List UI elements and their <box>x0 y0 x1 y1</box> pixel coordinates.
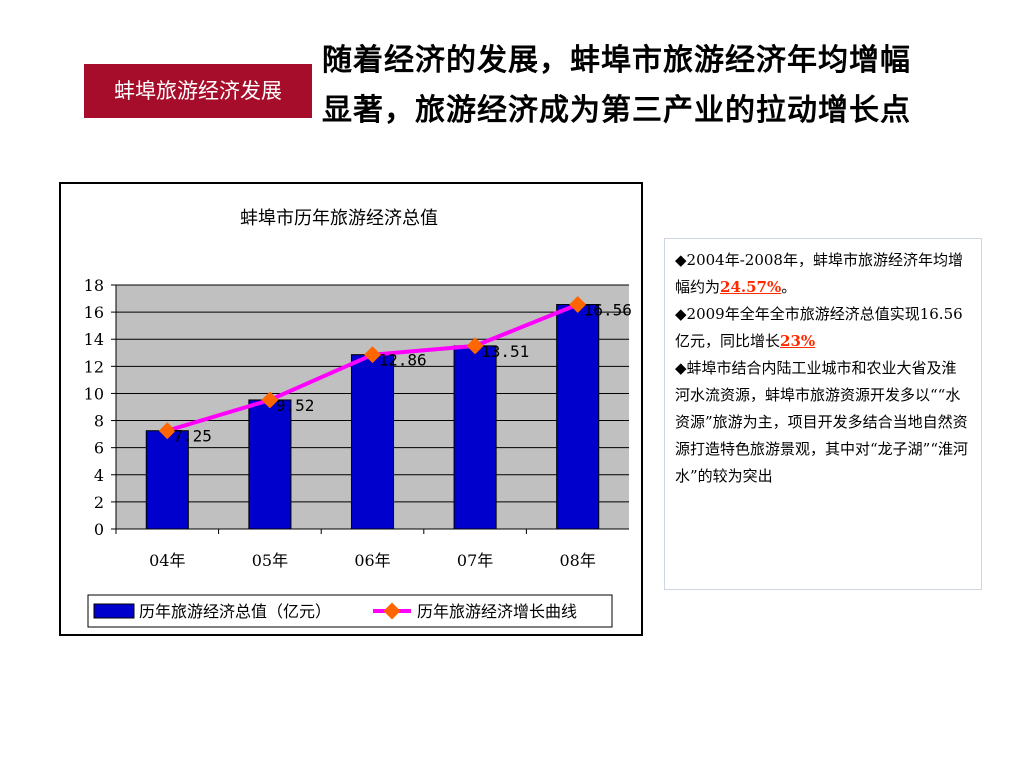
chart-title: 蚌埠市历年旅游经济总值 <box>240 208 438 229</box>
headline: 随着经济的发展，蚌埠市旅游经济年均增幅 显著，旅游经济成为第三产业的拉动增长点 <box>322 36 1012 136</box>
bar <box>350 354 395 530</box>
line-point <box>261 391 279 409</box>
bar <box>145 430 189 530</box>
note-growth: ◆2004年-2008年，蚌埠市旅游经济年均增幅约为24.57%。 <box>675 247 971 301</box>
axes: 0 2 4 6 8 10 12 14 16 18 04年 05年 06年 07年 08年 <box>84 276 629 570</box>
line-series <box>158 296 587 440</box>
y-tick-label: 8 <box>94 412 104 431</box>
note-growth-text: ◆2004年-2008年，蚌埠市旅游经济年均增幅约为 <box>675 251 963 296</box>
data-label: 16.56 <box>584 301 632 320</box>
y-tick-label: 18 <box>84 276 104 295</box>
line-point <box>364 346 381 364</box>
legend-frame <box>87 594 613 628</box>
y-tick-label: 4 <box>94 466 104 485</box>
x-tick-label: 08年 <box>560 551 596 570</box>
y-tick-label: 2 <box>94 493 104 512</box>
bar <box>248 399 292 530</box>
chart-panel: 蚌埠市历年旅游经济总值 0 2 4 6 8 10 12 14 16 18 04年 05年 06年 07年 0… <box>59 182 643 636</box>
note-growth-value: 24.57% <box>720 278 782 296</box>
legend-bar-label: 历年旅游经济总值（亿元） <box>139 602 331 621</box>
data-label: 7.25 <box>173 427 212 446</box>
data-label: 12.86 <box>379 351 427 370</box>
x-tick-label: 05年 <box>252 551 288 570</box>
headline-line-2: 显著，旅游经济成为第三产业的拉动增长点 <box>322 93 911 128</box>
y-tick-label: 0 <box>94 520 104 539</box>
x-tick-label: 06年 <box>354 551 390 570</box>
bar <box>556 304 600 530</box>
y-tick-label: 12 <box>84 357 104 376</box>
y-tick-label: 14 <box>84 330 104 349</box>
legend-line-marker <box>383 602 401 620</box>
y-tick-label: 6 <box>94 439 104 458</box>
note-2009-value: 23% <box>780 332 816 350</box>
note-2009: ◆2009年全年全市旅游经济总值实现16.56亿元，同比增长23% <box>675 301 971 355</box>
legend-line-label: 历年旅游经济增长曲线 <box>417 602 577 621</box>
y-tick-label: 16 <box>84 303 104 322</box>
notes-panel: ◆2004年-2008年，蚌埠市旅游经济年均增幅约为24.57%。 ◆2009年… <box>664 238 982 590</box>
x-tick-label: 04年 <box>149 551 185 570</box>
x-tick-label: 07年 <box>457 551 493 570</box>
legend-bar-swatch <box>93 603 135 619</box>
note-growth-end: 。 <box>781 278 797 296</box>
line-point <box>466 337 484 355</box>
section-tag: 蚌埠旅游经济发展 <box>84 64 312 118</box>
labels: 7.25 9.52 12.86 13.51 16.56 <box>173 301 632 446</box>
legend: 历年旅游经济总值（亿元） 历年旅游经济增长曲线 <box>87 594 613 628</box>
note-resources: ◆蚌埠市结合内陆工业城市和农业大省及淮河水流资源，蚌埠市旅游资源开发多以““水资… <box>675 359 969 485</box>
bar-series <box>145 304 600 530</box>
data-label: 9.52 <box>276 396 315 415</box>
bar <box>453 345 497 530</box>
line-point <box>569 296 587 314</box>
y-tick-label: 10 <box>84 384 104 403</box>
note-2009-text: ◆2009年全年全市旅游经济总值实现16.56亿元，同比增长 <box>675 305 963 350</box>
headline-line-1: 随着经济的发展，蚌埠市旅游经济年均增幅 <box>322 43 911 78</box>
data-label: 13.51 <box>481 342 529 361</box>
